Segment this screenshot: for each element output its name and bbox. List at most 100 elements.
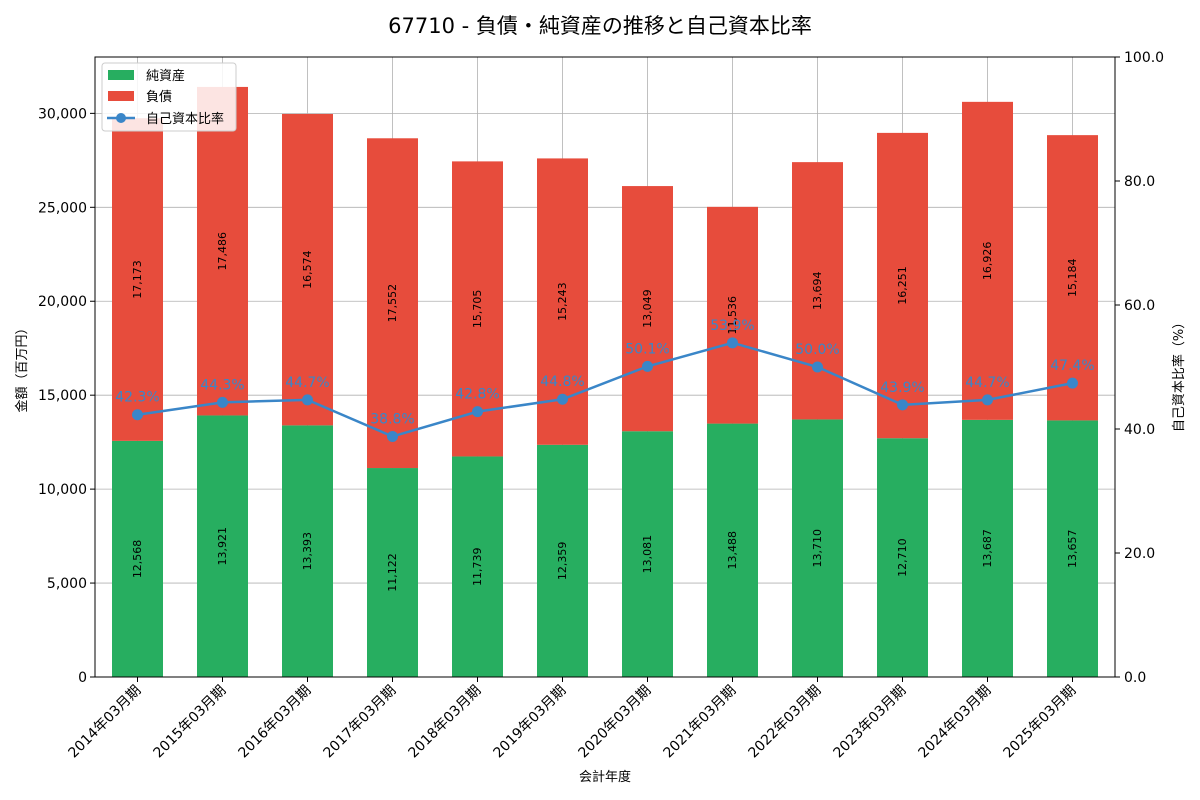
x-tick-label: 2020年03月期 [576, 683, 655, 762]
segment-labels: 12,568 17,173 13,921 17,486 13,393 16,574 11,1… [131, 232, 1079, 592]
ratio-point [557, 393, 568, 405]
bar-liabilities [112, 118, 163, 441]
ratio-point [302, 394, 313, 406]
y-tick-label: 30,000 [38, 106, 87, 122]
x-tick-label: 2025年03月期 [1001, 683, 1080, 762]
y2-tick-label: 0.0 [1124, 670, 1146, 686]
ratio-point [387, 430, 398, 442]
y2-tick-label: 80.0 [1124, 174, 1155, 190]
bar-label-liabilities: 15,184 [1066, 259, 1079, 298]
legend-swatch-net-assets [108, 70, 134, 80]
bar-label-liabilities: 17,552 [386, 284, 399, 323]
bar-label-net-assets: 13,393 [301, 532, 314, 571]
bar-liabilities [622, 186, 673, 432]
bar-liabilities [707, 206, 758, 424]
y-tick-label: 15,000 [38, 388, 87, 404]
bar-net-assets [452, 456, 503, 677]
legend-marker-ratio [116, 113, 126, 123]
ratio-label: 50.1% [625, 341, 669, 357]
ratio-line-layer: 42.3% 44.3% 44.7% 38.8% 42.8% 44.8% 50.1% 53.9%… [115, 318, 1095, 442]
bar-label-liabilities: 15,705 [471, 290, 484, 329]
bar-liabilities [282, 113, 333, 426]
ratio-label: 42.3% [115, 390, 159, 406]
y-axis-label: 金額（百万円） [14, 321, 30, 412]
bar-liabilities [197, 86, 248, 416]
x-tick-label: 2022年03月期 [746, 683, 825, 762]
y-axis-ticks: 0 5,000 10,000 15,000 20,000 25,000 30,000 [38, 106, 95, 686]
ratio-label: 50.0% [795, 342, 839, 358]
ratio-point [132, 409, 143, 421]
bar-net-assets [537, 444, 588, 677]
ratio-line [137, 341, 1073, 438]
legend-label-net-assets: 純資産 [146, 68, 185, 84]
bar-label-liabilities: 16,926 [981, 242, 994, 281]
bar-label-net-assets: 13,710 [811, 529, 824, 568]
bar-label-liabilities: 13,049 [641, 289, 654, 328]
x-tick-label: 2023年03月期 [831, 683, 910, 762]
ratio-point [217, 396, 228, 408]
bar-label-net-assets: 13,488 [726, 531, 739, 570]
x-axis-ticks: 2014年03月期 2015年03月期 2016年03月期 2017年03月期 2018… [66, 677, 1080, 762]
chart-title: 67710 - 負債・純資産の推移と自己資本比率 [388, 14, 812, 38]
bar-liabilities [792, 162, 843, 420]
y2-axis-label: 自己資本比率（%） [1171, 316, 1187, 432]
legend: 純資産 負債 自己資本比率 [101, 62, 237, 132]
bar-label-liabilities: 17,486 [216, 232, 229, 271]
bar-net-assets [792, 419, 843, 677]
y-tick-label: 20,000 [38, 294, 87, 310]
bar-label-net-assets: 11,739 [471, 547, 484, 586]
x-tick-label: 2019年03月期 [491, 683, 570, 762]
ratio-point [1067, 377, 1078, 389]
x-tick-label: 2018年03月期 [406, 683, 485, 762]
bar-liabilities [962, 101, 1013, 420]
bar-label-net-assets: 13,081 [641, 535, 654, 574]
y2-tick-label: 100.0 [1124, 50, 1164, 66]
ratio-point [982, 394, 993, 406]
bar-liabilities [367, 138, 418, 469]
bar-net-assets [1047, 420, 1098, 677]
legend-label-liabilities: 負債 [146, 90, 172, 105]
bar-label-net-assets: 12,568 [131, 540, 144, 579]
bar-net-assets [877, 438, 928, 677]
bar-label-liabilities: 16,574 [301, 250, 314, 289]
x-tick-label: 2015年03月期 [151, 683, 230, 762]
bar-net-assets [112, 440, 163, 677]
y-tick-label: 10,000 [38, 482, 87, 498]
ratio-label: 44.7% [285, 375, 329, 391]
bar-label-net-assets: 12,710 [896, 538, 909, 577]
ratio-label: 44.3% [200, 377, 244, 393]
bar-net-assets [622, 431, 673, 677]
plot-frame [94, 56, 1116, 678]
legend-swatch-liabilities [108, 91, 134, 101]
bar-net-assets [197, 415, 248, 677]
bar-label-net-assets: 13,687 [981, 529, 994, 568]
y-tick-label: 25,000 [38, 200, 87, 216]
bar-label-net-assets: 13,657 [1066, 529, 1079, 568]
bar-liabilities [1047, 135, 1098, 421]
bar-net-assets [962, 419, 1013, 677]
y-tick-label: 5,000 [47, 576, 87, 592]
bar-label-liabilities: 16,251 [896, 266, 909, 305]
ratio-label: 44.8% [540, 374, 584, 390]
ratio-label: 42.8% [455, 387, 499, 403]
x-tick-label: 2014年03月期 [66, 683, 145, 762]
ratio-label: 53.9% [710, 318, 754, 334]
ratio-point [812, 361, 823, 373]
bar-net-assets [707, 423, 758, 677]
ratio-point [642, 360, 653, 372]
y2-axis-ticks: 0.0 20.0 40.0 60.0 80.0 100.0 [1115, 50, 1164, 686]
ratio-label: 44.7% [965, 375, 1009, 391]
bar-label-net-assets: 11,122 [386, 553, 399, 592]
y2-tick-label: 40.0 [1124, 422, 1155, 438]
legend-label-ratio: 自己資本比率 [146, 111, 224, 127]
ratio-label: 43.9% [880, 380, 924, 396]
bar-label-liabilities: 13,694 [811, 272, 824, 311]
y2-tick-label: 20.0 [1124, 546, 1155, 562]
x-tick-label: 2021年03月期 [661, 683, 740, 762]
x-tick-label: 2016年03月期 [236, 683, 315, 762]
y2-tick-label: 60.0 [1124, 298, 1155, 314]
bar-net-assets [282, 425, 333, 677]
bar-label-liabilities: 11,536 [726, 296, 739, 335]
y-tick-label: 0 [78, 670, 87, 686]
